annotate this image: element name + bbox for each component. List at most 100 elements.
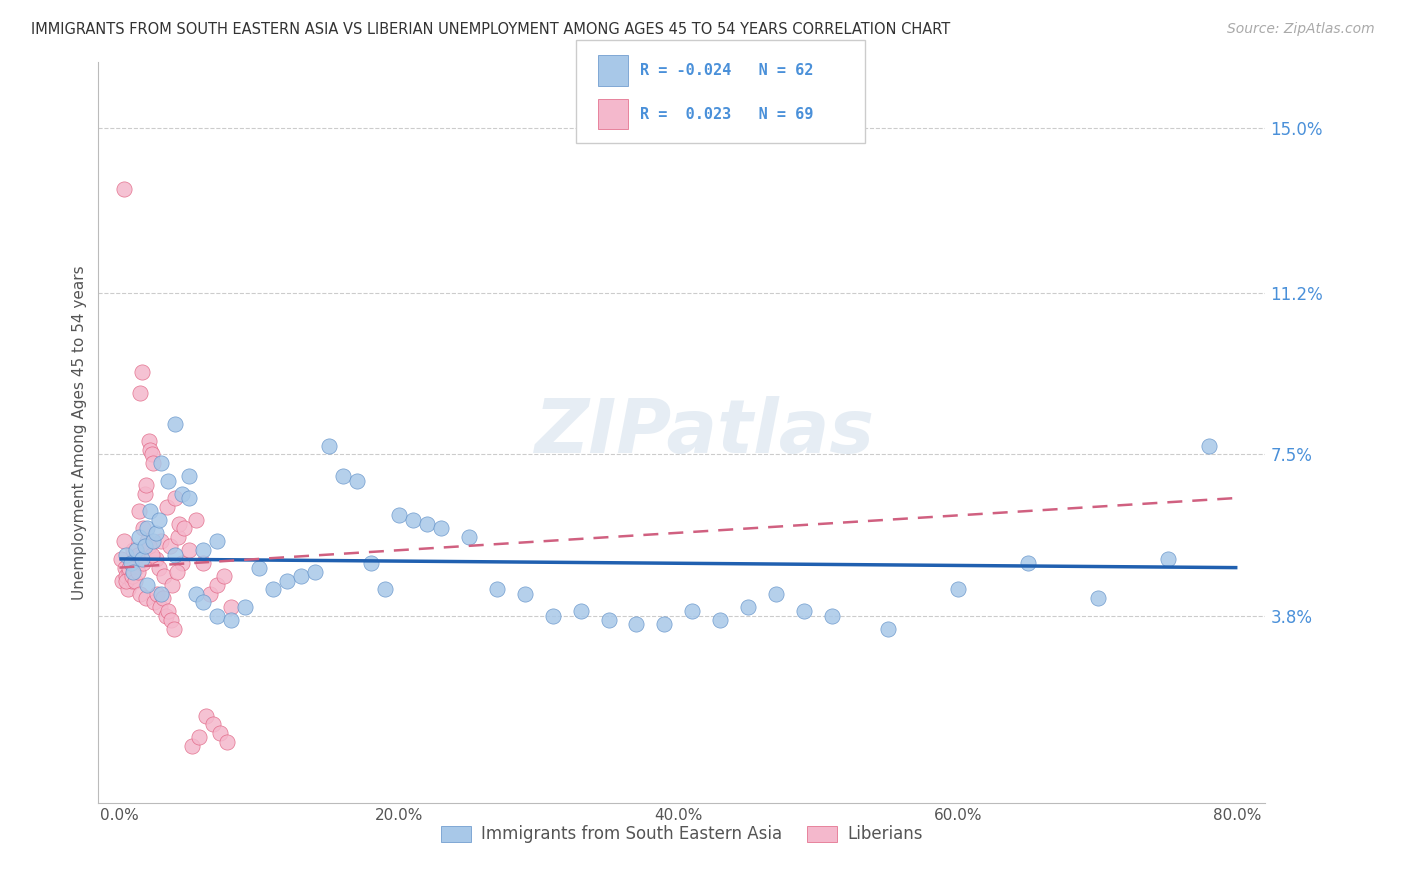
Point [485,582,508,597]
Point [115,574,138,588]
Point [569,604,592,618]
Point [598,613,620,627]
Point [149,599,172,614]
Point [186,587,208,601]
Point [654,617,676,632]
Point [112,534,135,549]
Point [125,560,148,574]
Point [165,417,187,431]
Point [150,456,173,470]
Point [148,513,170,527]
Point [276,574,298,588]
Point [173,521,195,535]
Point [247,560,270,574]
Point [430,521,453,535]
Point [135,591,157,606]
Point [159,539,181,553]
Point [131,365,153,379]
Point [172,486,194,500]
Point [127,548,149,562]
Point [416,517,439,532]
Point [304,565,326,579]
Point [821,608,844,623]
Point [193,543,215,558]
Text: R = -0.024   N = 62: R = -0.024 N = 62 [640,63,813,78]
Point [136,534,159,549]
Point [541,608,564,623]
Point [946,582,969,597]
Point [360,556,382,570]
Point [332,469,354,483]
Point [626,617,648,632]
Point [165,491,187,505]
Point [215,735,238,749]
Point [150,587,173,601]
Point [157,604,180,618]
Point [141,548,163,562]
Point [166,565,188,579]
Point [122,543,145,558]
Point [138,539,160,553]
Point [120,556,142,570]
Point [115,548,138,562]
Point [143,595,166,609]
Point [290,569,312,583]
Point [195,708,218,723]
Point [156,500,179,514]
Point [457,530,479,544]
Point [179,469,201,483]
Legend: Immigrants from South Eastern Asia, Liberians: Immigrants from South Eastern Asia, Libe… [434,819,929,850]
Point [205,578,228,592]
Point [193,595,215,609]
Point [179,543,201,558]
Point [167,530,190,544]
Point [129,386,152,401]
Point [374,582,396,597]
Point [121,569,143,583]
Point [124,574,146,588]
Point [205,534,228,549]
Point [709,613,731,627]
Point [793,604,815,618]
Point [262,582,284,597]
Point [134,539,156,553]
Point [145,525,167,540]
Point [200,587,222,601]
Point [318,439,340,453]
Point [129,587,152,601]
Point [219,599,242,614]
Point [208,726,231,740]
Point [120,556,142,570]
Point [111,574,134,588]
Point [110,552,132,566]
Point [118,565,141,579]
Point [148,560,170,574]
Point [165,548,187,562]
Point [163,622,186,636]
Point [132,556,155,570]
Point [135,478,157,492]
Point [1156,552,1178,566]
Point [205,608,228,623]
Point [681,604,703,618]
Point [212,569,235,583]
Point [141,447,163,461]
Point [136,521,159,535]
Point [181,739,204,754]
Point [125,543,148,558]
Point [737,599,759,614]
Point [513,587,536,601]
Point [138,434,160,449]
Point [193,556,215,570]
Point [233,599,256,614]
Text: R =  0.023   N = 69: R = 0.023 N = 69 [640,107,813,121]
Point [219,613,242,627]
Text: ZIPatlas: ZIPatlas [536,396,876,469]
Text: Source: ZipAtlas.com: Source: ZipAtlas.com [1227,22,1375,37]
Point [162,578,184,592]
Point [160,613,183,627]
Text: IMMIGRANTS FROM SOUTH EASTERN ASIA VS LIBERIAN UNEMPLOYMENT AMONG AGES 45 TO 54 : IMMIGRANTS FROM SOUTH EASTERN ASIA VS LI… [31,22,950,37]
Point [114,560,136,574]
Point [1017,556,1039,570]
Point [121,574,143,588]
